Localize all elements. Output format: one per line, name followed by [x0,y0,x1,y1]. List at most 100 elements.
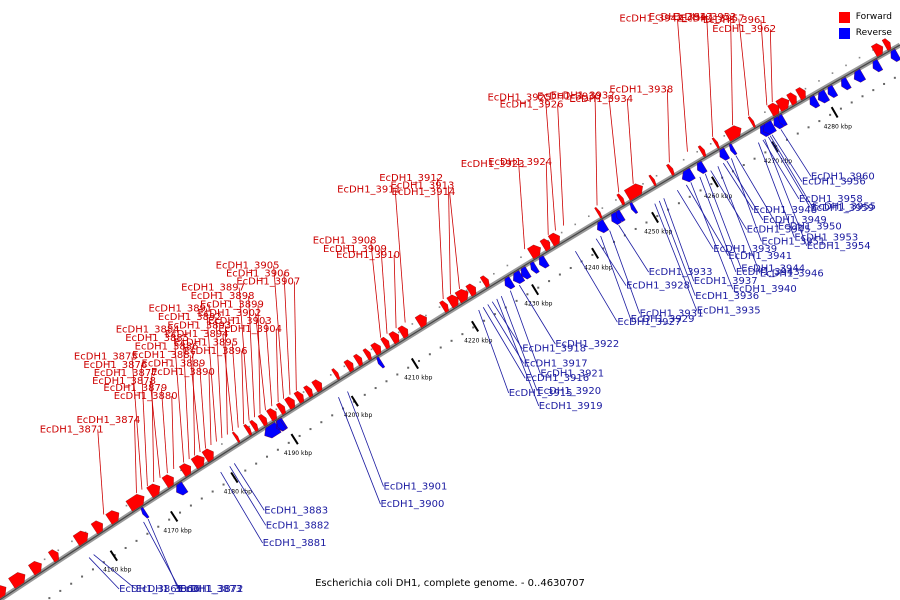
leader-line [131,356,143,490]
scale-dot [850,101,853,104]
scale-dot [656,215,659,218]
leader-line [173,329,185,463]
forward-gene [414,314,427,329]
reverse-gene [827,84,839,98]
scale-tick [531,283,540,296]
leader-line [518,164,526,250]
forward-gene [72,530,89,547]
gene-label: EcDH1_3956 [802,177,866,188]
scale-dot [472,326,475,329]
reverse-gene [719,147,731,161]
scale-tick-label: 4160 kbp [103,567,131,574]
scale-dot [428,353,431,356]
leader-line [380,248,388,334]
backbone-dot [302,391,305,393]
gene-label: EcDH1_3887 [132,350,196,361]
gene-label: EcDH1_3931 [640,309,704,320]
leader-line-layer [88,16,813,590]
gene-label: EcDH1_3912 [379,173,443,184]
scale-dot [602,247,605,250]
reverse-gene [629,201,639,214]
leader-line [710,170,748,230]
forward-gene [249,419,259,433]
gene-label: EcDH1_3917 [524,358,588,369]
gene-label: EcDH1_3945 [747,225,811,236]
leader-line [658,200,696,297]
scale-dot [461,333,464,336]
forward-gene [331,368,341,381]
gene-label: EcDH1_3923 [461,159,525,170]
leader-line [663,198,695,282]
gene-label: EcDH1_3880 [114,391,178,402]
leader-line [769,29,773,103]
leader-line [595,238,627,286]
gene-label: EcDH1_3922 [555,339,619,350]
forward-gene [370,342,382,356]
gene-label: EcDH1_3878 [92,376,156,387]
scale-dot [396,373,399,376]
forward-gene [397,325,409,339]
leader-line [600,235,632,320]
gene-label: EcDH1_3924 [488,157,552,168]
gene-label: EcDH1_3921 [540,369,604,380]
leader-line [143,521,180,590]
gene-label: EcDH1_3961 [703,15,767,26]
leader-line [293,281,297,391]
leader-line [283,273,291,395]
gene-label: EcDH1_3960 [811,171,875,182]
backbone-dot [465,289,468,292]
leader-line [393,255,397,329]
leader-line [255,313,266,411]
leader-line [478,309,510,394]
reverse-gene [681,167,696,183]
leader-line [685,184,729,257]
gene-label: EcDH1_3877 [94,368,158,379]
backbone-dot [57,549,60,552]
forward-gene [881,38,892,51]
scale-dot [70,582,73,585]
genome-caption: Escherichia coli DH1, complete genome. -… [315,578,585,589]
forward-swatch [838,11,850,23]
scale-dot [634,227,637,230]
scale-dot [102,561,105,564]
forward-gene [178,463,191,478]
scale-tick-label: 4210 kbp [404,375,432,382]
gene-label: EcDH1_3874 [76,415,140,426]
leader-line [730,16,733,126]
forward-gene [161,474,174,489]
gene-label: EcDH1_3952 [673,12,737,23]
leader-line [151,372,155,482]
scale-tick [109,550,118,562]
scale-dot [168,518,171,521]
forward-gene [747,116,756,128]
reverse-gene [817,89,831,104]
gene-label: EcDH1_3895 [174,338,238,349]
gene-label: EcDH1_3937 [694,276,758,287]
gene-label: EcDH1_3913 [390,181,454,192]
scale-tick [830,106,839,118]
leader-line [654,203,698,311]
leader-line [738,18,750,116]
forward-gene [479,275,490,288]
leader-line [769,135,813,207]
scale-dot [352,400,355,403]
leader-line [722,162,754,211]
gene-label: EcDH1_3891 [148,304,212,315]
gene-label: EcDH1_3915 [509,388,573,399]
gene-label: EcDH1_3906 [226,269,290,280]
backbone-dot [479,281,482,283]
leader-line [233,463,265,511]
scale-dot [829,113,832,116]
gene-label: EcDH1_3959 [810,203,874,214]
forward-gene [190,455,205,470]
legend-forward-label: Forward [855,12,892,22]
scale-dot [526,293,529,296]
gene-label: EcDH1_3933 [649,267,713,278]
scale-tick-label: 4190 kbp [284,450,312,457]
legend-reverse-label: Reverse [855,28,892,38]
forward-gene [353,353,363,367]
leader-line [448,185,451,295]
scale-dot [200,497,203,500]
scale-tick [471,320,480,332]
